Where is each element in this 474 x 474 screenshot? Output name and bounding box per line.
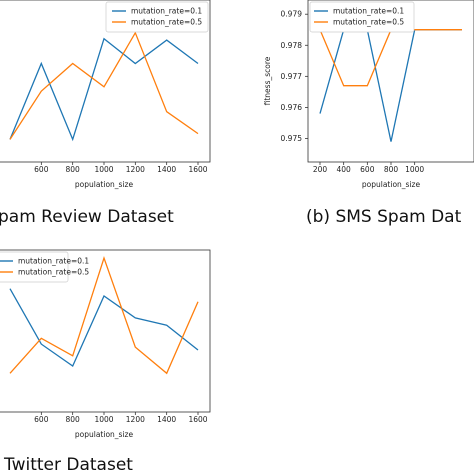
y-axis-label: fitness_score — [263, 56, 272, 105]
y-tick-label: 0.977 — [281, 72, 303, 81]
panel-caption: (b) SMS Spam Dat — [306, 207, 462, 227]
x-axis-label: population_size — [75, 430, 134, 439]
legend-entry: mutation_rate=0.5 — [333, 18, 404, 27]
legend: mutation_rate=0.1 mutation_rate=0.5 — [105, 1, 209, 33]
series-line-1 — [9, 288, 199, 367]
legend: mutation_rate=0.1 mutation_rate=0.5 — [0, 251, 89, 283]
x-tick-label: 800 — [66, 165, 81, 174]
legend-entry: mutation_rate=0.1 — [18, 257, 89, 266]
chart-panel-3: 60080010001200140016000population_sizemu… — [0, 249, 211, 474]
x-tick-label: 1600 — [188, 415, 207, 424]
panel-caption: pam Review Dataset — [0, 207, 174, 227]
series-line-2 — [9, 31, 199, 140]
x-tick-label: 800 — [384, 165, 399, 174]
series-line-1 — [319, 29, 462, 142]
x-tick-label: 1200 — [126, 165, 145, 174]
x-tick-label: 800 — [66, 415, 81, 424]
x-tick-label: 1400 — [157, 165, 176, 174]
legend-entry: mutation_rate=0.1 — [131, 7, 202, 16]
series-line-1 — [9, 37, 199, 142]
legend-entry: mutation_rate=0.5 — [131, 18, 202, 27]
series-line-2 — [9, 255, 199, 375]
legend-box — [309, 1, 415, 33]
legend: mutation_rate=0.1 mutation_rate=0.5 — [309, 1, 415, 33]
x-tick-label: 1000 — [94, 415, 113, 424]
x-tick-label: 600 — [360, 165, 375, 174]
x-axis-label: population_size — [362, 180, 421, 189]
x-tick-label: 1000 — [405, 165, 424, 174]
y-tick-label: 0.975 — [281, 134, 303, 143]
panel-caption: Twitter Dataset — [3, 455, 133, 474]
legend-entry: mutation_rate=0.1 — [333, 7, 404, 16]
x-tick-label: 400 — [337, 165, 352, 174]
chart-panel-1: 60080010001200140016000population_sizemu… — [0, 0, 211, 227]
x-tick-label: 600 — [34, 415, 49, 424]
x-tick-label: 200 — [313, 165, 328, 174]
x-axis-label: population_size — [75, 180, 134, 189]
x-tick-label: 1000 — [94, 165, 113, 174]
legend-entry: mutation_rate=0.5 — [18, 268, 89, 277]
y-tick-label: 0.976 — [281, 103, 303, 112]
x-tick-label: 600 — [34, 165, 49, 174]
legend-box — [105, 1, 209, 33]
x-tick-label: 1600 — [188, 165, 207, 174]
y-tick-label: 0.979 — [281, 10, 303, 19]
x-tick-label: 1400 — [157, 415, 176, 424]
chart-panel-2: 20040060080010001population_size0.9750.9… — [263, 0, 474, 227]
x-tick-label: 1200 — [126, 415, 145, 424]
legend-box — [0, 251, 69, 283]
y-tick-label: 0.978 — [281, 41, 303, 50]
